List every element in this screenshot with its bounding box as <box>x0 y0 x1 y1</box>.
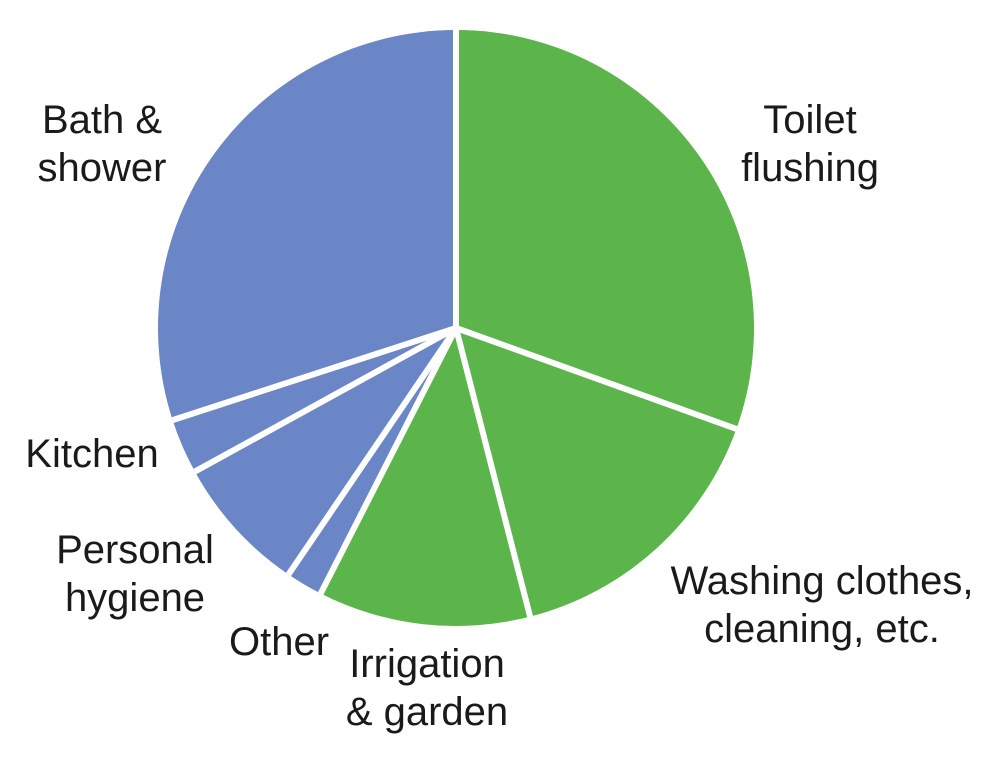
slice-label-line: hygiene <box>65 576 205 620</box>
slice-label-line: flushing <box>741 146 879 190</box>
slice-label-line: Washing clothes, <box>670 559 973 603</box>
slice-separator <box>453 327 534 618</box>
slice-label-line: Personal <box>56 528 214 572</box>
labels-layer: Toilet flushing Washing clothes, cleaning, … <box>25 98 973 734</box>
slice-label-line: Kitchen <box>25 432 158 476</box>
pie-slice-personal-hygiene <box>194 328 457 575</box>
slice-separator <box>286 326 459 577</box>
slice-label-toilet-flushing: Toilet flushing <box>741 98 879 190</box>
slice-label-kitchen: Kitchen <box>25 432 158 476</box>
slice-label-line: Other <box>229 620 329 664</box>
slice-separator <box>318 326 459 595</box>
slices-layer <box>158 30 754 627</box>
slice-label-bath-shower: Bath & shower <box>38 98 167 190</box>
slice-separator <box>193 325 458 475</box>
slice-label-irrigation-garden: Irrigation & garden <box>346 642 508 734</box>
pie-slice-irrigation-garden <box>320 328 531 627</box>
slice-label-personal-hygiene: Personal hygiene <box>56 528 214 620</box>
slice-label-line: cleaning, etc. <box>704 607 940 651</box>
slice-separator <box>454 325 738 432</box>
slice-label-washing-clothes-cleaning-etc: Washing clothes, cleaning, etc. <box>670 559 973 651</box>
slice-separator <box>171 325 457 423</box>
slice-label-line: & garden <box>346 690 508 734</box>
slice-label-other: Other <box>229 620 329 664</box>
pie-slice-toilet-flushing <box>456 30 754 429</box>
pie-slice-bath-shower <box>158 30 457 421</box>
slice-label-line: Toilet <box>763 98 856 142</box>
slice-label-line: shower <box>38 146 167 190</box>
slice-label-line: Irrigation <box>349 642 505 686</box>
slice-label-line: Bath & <box>42 98 162 142</box>
pie-slice-washing-clothes-cleaning-etc <box>456 328 737 617</box>
